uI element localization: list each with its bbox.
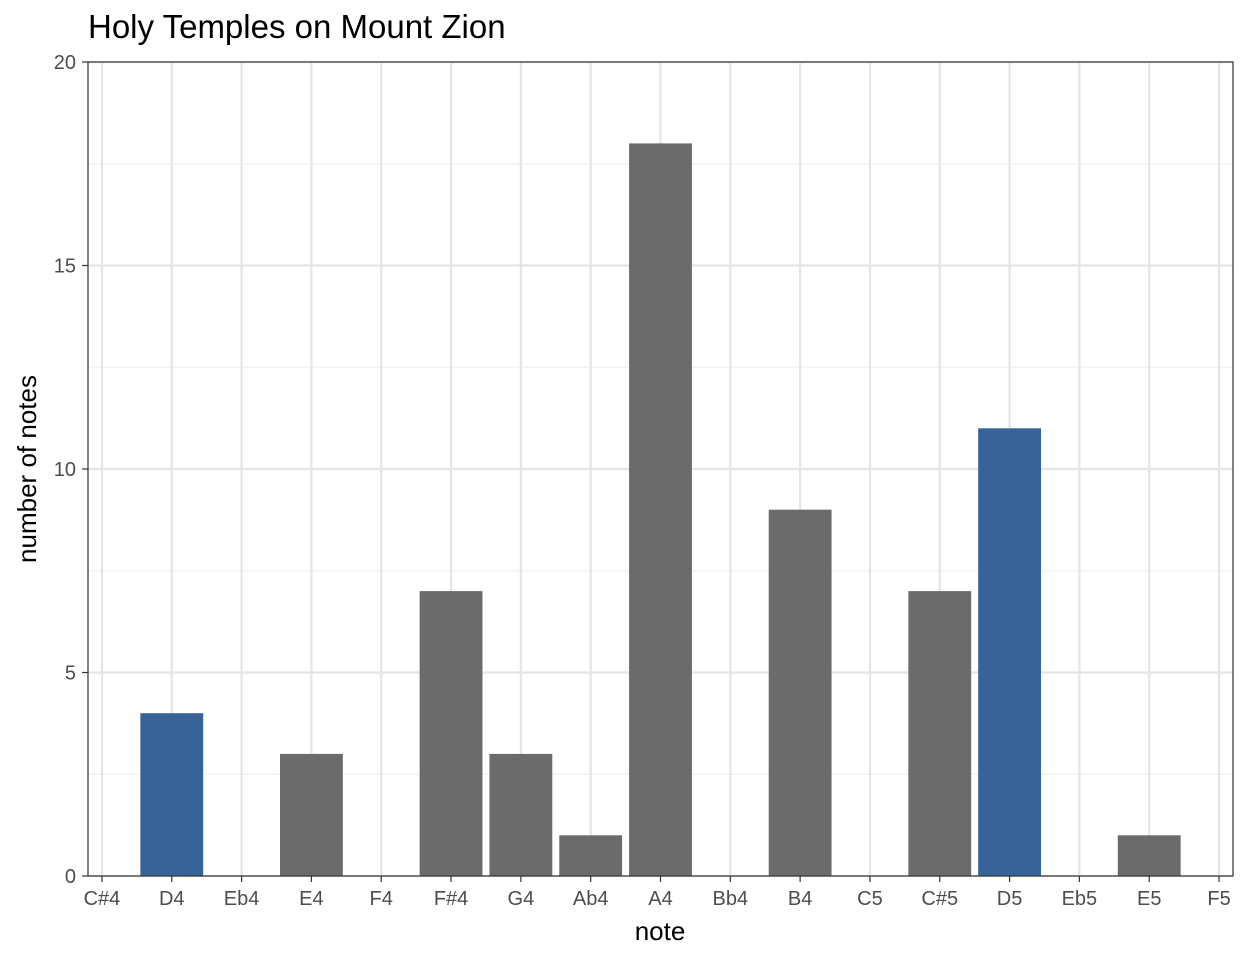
chart-title: Holy Temples on Mount Zion [88,8,506,45]
x-tick-label: E5 [1137,888,1161,910]
bar-a4 [629,143,692,876]
y-axis: 0 5 10 15 20 [54,52,88,888]
x-tick-label: F#4 [434,888,468,910]
x-tick-label: G4 [508,888,535,910]
x-tick-label: Bb4 [713,888,749,910]
x-tick-label: E4 [299,888,323,910]
x-tick-label: F5 [1207,888,1230,910]
x-axis-label: note [635,916,686,946]
bar-csharp5 [908,591,972,876]
y-tick-label: 5 [65,663,76,685]
x-tick-label: B4 [788,888,812,910]
x-tick-label: C#5 [921,888,958,910]
bar-d5 [978,428,1042,876]
bars [140,143,1181,876]
bar-e4 [279,753,343,876]
x-tick-label: F4 [370,888,393,910]
y-tick-label: 10 [54,459,76,481]
bar-ab4 [559,835,623,876]
y-tick-label: 20 [54,52,76,74]
bar-fsharp4 [419,591,483,876]
y-axis-label: number of notes [12,375,42,563]
x-tick-label: Ab4 [573,888,609,910]
bar-e5 [1117,835,1181,876]
x-axis: C#4 D4 Eb4 E4 F4 F#4 G4 Ab4 A4 Bb4 B4 C5 C#5 D5 Eb5 E5 F… [84,876,1231,910]
x-tick-label: C5 [857,888,883,910]
bar-d4 [140,713,204,876]
bar-b4 [768,509,832,876]
x-tick-label: D4 [159,888,185,910]
bar-g4 [489,753,553,876]
x-tick-label: Eb4 [224,888,260,910]
x-tick-label: Eb5 [1062,888,1098,910]
x-tick-label: A4 [648,888,672,910]
y-tick-label: 0 [65,866,76,888]
x-tick-label: C#4 [84,888,121,910]
x-tick-label: D5 [997,888,1023,910]
y-tick-label: 15 [54,256,76,278]
